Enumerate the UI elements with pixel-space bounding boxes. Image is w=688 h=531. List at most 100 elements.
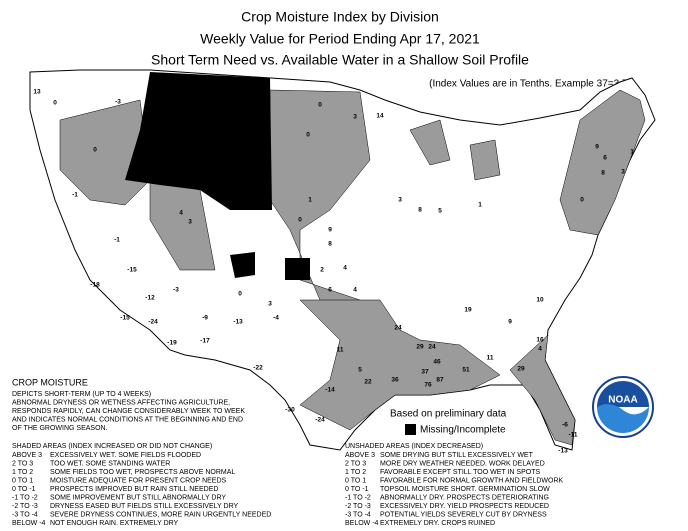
division-value: 3 (268, 301, 272, 308)
division-value: -15 (127, 267, 137, 274)
division-value: 51 (462, 367, 470, 374)
range-text: POTENTIAL YIELDS SEVERELY CUT BY DRYNESS (380, 511, 547, 518)
note: (Index Values are in Tenths. Example 37=… (429, 79, 631, 90)
division-value: 46 (433, 359, 441, 366)
subtitle: Short Term Need vs. Available Water in a… (151, 52, 529, 68)
division-value: 4 (179, 210, 183, 217)
division-value: 1 (308, 197, 312, 204)
division-value: 0 (53, 100, 57, 107)
division-value: -13 (558, 448, 568, 455)
division-value: 14 (376, 113, 384, 120)
division-value: 11 (337, 347, 344, 354)
range-text: SOME FIELDS TOO WET, PROSPECTS ABOVE NOR… (50, 469, 235, 476)
description-line: OF THE GROWING SEASON. (12, 425, 108, 432)
division-value: 1 (630, 149, 634, 156)
division-value: -3 (115, 99, 121, 106)
division-value: -3 (173, 287, 179, 294)
range-label: -2 TO -3 (345, 503, 371, 510)
division-value: -15 (120, 315, 130, 322)
range-label: -3 TO -4 (12, 511, 38, 518)
range-label: 0 TO -1 (12, 486, 36, 493)
range-label: 0 TO -1 (345, 486, 369, 493)
division-value: 3 (353, 114, 357, 121)
range-text: SOME DRYING BUT STILL EXCESSIVELY WET (380, 452, 534, 459)
range-text: NOT ENOUGH RAIN. EXTREMELY DRY (50, 520, 179, 527)
division-value: 11 (487, 355, 494, 362)
division-value: -17 (200, 338, 210, 345)
logo-top (597, 381, 649, 407)
division-value: -14 (325, 387, 335, 394)
description-line: AND INDICATES NORMAL CONDITIONS AT THE B… (12, 416, 243, 423)
division-value: 0 (93, 147, 97, 154)
range-label: BELOW -4 (345, 520, 379, 527)
division-value: -18 (90, 282, 100, 289)
range-text: EXCESSIVELY WET. SOME FIELDS FLOODED (50, 452, 201, 459)
unshaded-legend: ABOVE 3 SOME DRYING BUT STILL EXCESSIVELY… (345, 452, 564, 527)
division-value: 1 (478, 202, 482, 209)
shaded-region (299, 299, 501, 431)
division-value: -1 (114, 237, 120, 244)
description-line: RESPONDS RAPIDLY, CAN CHANGE CONSIDERABL… (12, 408, 245, 415)
range-text: TOO WET. SOME STANDING WATER (50, 460, 170, 467)
subtitle: Weekly Value for Period Ending Apr 17, 2… (200, 31, 480, 47)
division-value: 8 (328, 241, 332, 248)
division-value: 0 (580, 197, 584, 204)
division-value: 36 (391, 377, 399, 384)
division-value: 24 (428, 344, 436, 351)
division-value: 0 (306, 132, 310, 139)
division-value: 0 (298, 217, 302, 224)
division-value: -19 (167, 340, 177, 347)
missing-label: Missing/Incomplete (420, 425, 506, 436)
division-value: 4 (353, 287, 357, 294)
range-label: -3 TO -4 (345, 511, 371, 518)
division-value: 6 (328, 287, 332, 294)
us-map (29, 69, 656, 451)
division-value: 37 (421, 369, 429, 376)
division-value: -9 (202, 315, 208, 322)
division-value: 5 (358, 367, 362, 374)
division-value: -22 (253, 365, 263, 372)
division-value: -1 (72, 192, 78, 199)
division-value: 3 (398, 197, 402, 204)
range-label: 0 TO 1 (12, 477, 33, 484)
range-text: EXTREMELY DRY. CROPS RUINED (380, 520, 495, 527)
range-label: BELOW -4 (12, 520, 46, 527)
division-value: 3 (621, 169, 625, 176)
range-text: EXCESSIVELY DRY. YIELD PROSPECTS REDUCED (380, 503, 549, 510)
range-text: SEVERE DRYNESS CONTINUES, MORE RAIN URGE… (50, 511, 271, 518)
range-text: SOME IMPROVEMENT BUT STILL ABNORMALLY DR… (50, 494, 226, 501)
missing-region (230, 252, 310, 280)
division-value: 22 (364, 379, 372, 386)
division-value: 9 (508, 319, 512, 326)
division-value: -12 (145, 295, 155, 302)
division-value: 2 (320, 267, 324, 274)
division-value: -24 (148, 319, 158, 326)
logo-bottom (597, 404, 649, 433)
division-value: -24 (315, 417, 325, 424)
division-value: 8 (601, 170, 605, 177)
shaded-region (509, 334, 576, 446)
description-line: ABNORMAL DRYNESS OR WETNESS AFFECTING AG… (12, 399, 230, 406)
noaa-logo: NOAA (592, 376, 654, 438)
range-label: ABOVE 3 (345, 452, 375, 459)
range-text: MORE DRY WEATHER NEEDED. WORK DELAYED (380, 460, 545, 467)
division-value: -13 (233, 319, 243, 326)
range-text: PROSPECTS IMPROVED BUT RAIN STILL NEEDED (50, 486, 218, 493)
preliminary-note: Based on preliminary data (390, 409, 507, 420)
range-label: ABOVE 3 (12, 452, 42, 459)
division-value: 13 (33, 89, 41, 96)
division-value: 4 (538, 346, 542, 353)
division-value: 29 (517, 366, 525, 373)
description: DEPICTS SHORT-TERM (UP TO 4 WEEKS)ABNORM… (12, 391, 245, 432)
missing-swatch (405, 424, 416, 435)
division-value: 19 (464, 307, 472, 314)
range-text: ABNORMALLY DRY. PROSPECTS DETERIORATING (380, 494, 549, 501)
range-text: FAVORABLE FOR NORMAL GROWTH AND FIELDWOR… (380, 477, 564, 484)
shaded-region (409, 119, 501, 181)
division-value: 3 (188, 219, 192, 226)
range-label: 1 TO 2 (12, 469, 33, 476)
range-label: -1 TO -2 (345, 494, 371, 501)
title: Crop Moisture Index by Division (241, 9, 439, 25)
division-value: 0 (238, 291, 242, 298)
division-value: 24 (394, 325, 402, 332)
